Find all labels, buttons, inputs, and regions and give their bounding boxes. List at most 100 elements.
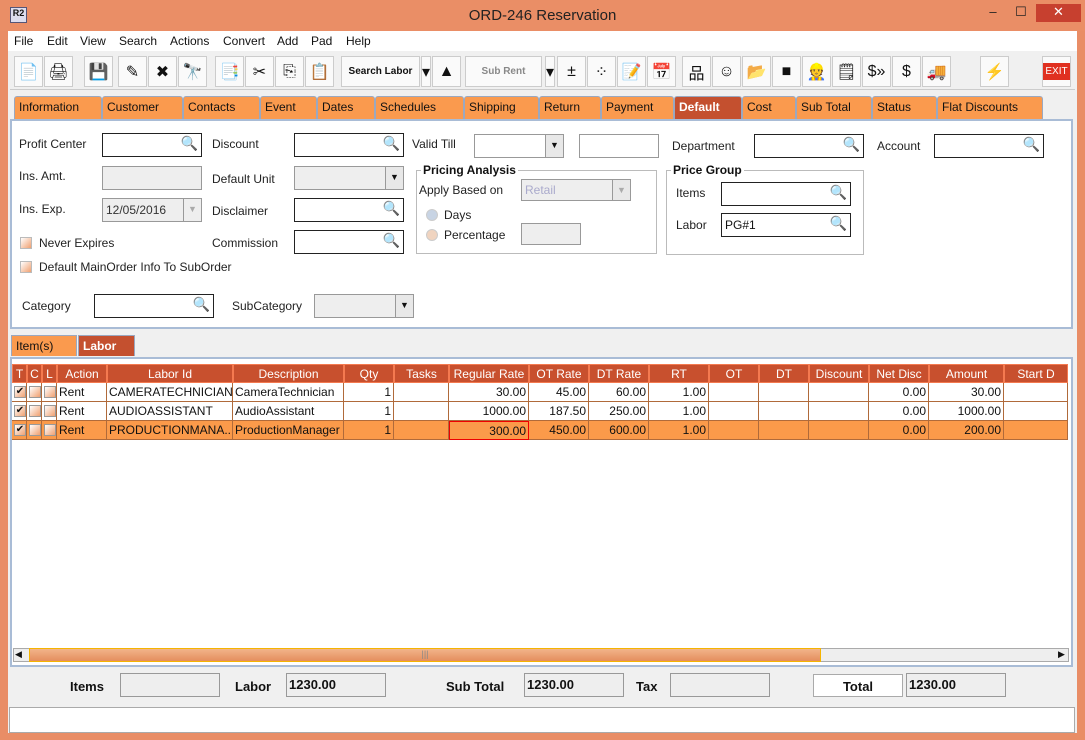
t-checkbox[interactable]: ✔ [14,405,26,417]
toolbar-shapes-button[interactable]: ▲ [432,56,461,87]
search-icon[interactable]: 🔍 [829,215,847,231]
maximize-button[interactable]: ☐ [1015,4,1027,19]
percentage-radio[interactable] [426,229,438,241]
cell-discount[interactable] [809,402,869,421]
t-checkbox[interactable]: ✔ [14,386,26,398]
valid-till-date[interactable]: ▼ [474,134,564,158]
chevron-down-icon[interactable]: ▼ [385,167,403,189]
cell-net-disc[interactable]: 0.00 [869,383,929,402]
t-checkbox-cell[interactable]: ✔ [12,383,27,402]
chevron-down-icon[interactable]: ▼ [183,199,201,221]
ins-exp-date[interactable]: 12/05/2016 ▼ [102,198,202,222]
column-header-discount[interactable]: Discount [809,364,869,383]
c-checkbox-cell[interactable] [27,383,42,402]
cell-dt[interactable] [759,383,809,402]
toolbar-dollar-note-button[interactable]: $ [892,56,921,87]
toolbar-sub-rent-button[interactable]: Sub Rent [465,56,542,87]
toolbar-org-chart-button[interactable]: 品 [682,56,711,87]
tab-schedules[interactable]: Schedules [375,96,464,119]
l-checkbox-cell[interactable] [42,402,57,421]
toolbar-binoculars-find-button[interactable]: 🔭 [178,56,207,87]
column-header-amount[interactable]: Amount [929,364,1004,383]
default-mainorder-checkbox[interactable] [20,261,32,273]
cell-amount[interactable]: 1000.00 [929,402,1004,421]
c-checkbox[interactable] [29,424,41,436]
tab-shipping[interactable]: Shipping [464,96,539,119]
toolbar-calendar-button[interactable]: 📅 [647,56,676,87]
column-header-c[interactable]: C [27,364,42,383]
menu-edit[interactable]: Edit [47,34,68,48]
cell-description[interactable]: AudioAssistant [233,402,344,421]
cell-qty[interactable]: 1 [344,383,394,402]
cell-net-disc[interactable]: 0.00 [869,421,929,440]
toolbar-cut-button[interactable]: ✂ [245,56,274,87]
search-icon[interactable]: 🔍 [180,135,198,151]
cell-ot-rate[interactable]: 45.00 [529,383,589,402]
column-header-ot-rate[interactable]: OT Rate [529,364,589,383]
toolbar-dropdown-button[interactable]: ▾ [421,56,431,87]
cell-regular-rate[interactable]: 300.00 [449,421,529,440]
column-header-t[interactable]: T [12,364,27,383]
column-header-dt[interactable]: DT [759,364,809,383]
cell-regular-rate[interactable]: 30.00 [449,383,529,402]
tab-information[interactable]: Information [14,96,102,119]
ins-amt-input[interactable] [102,166,202,190]
column-header-ot[interactable]: OT [709,364,759,383]
search-icon[interactable]: 🔍 [382,232,400,248]
commission-input[interactable]: 🔍 [294,230,404,254]
toolbar-exit-button[interactable]: EXIT [1042,56,1071,87]
cell-ot-rate[interactable]: 450.00 [529,421,589,440]
toolbar-edit-form-button[interactable]: 🗒 [832,56,861,87]
toolbar-copy-button[interactable]: ⎘ [275,56,304,87]
menu-file[interactable]: File [14,34,34,48]
tab-return[interactable]: Return [539,96,601,119]
subtab-labor[interactable]: Labor [78,335,135,356]
search-icon[interactable]: 🔍 [842,136,860,152]
default-unit-select[interactable]: ▼ [294,166,404,190]
minimize-button[interactable]: – [989,4,997,19]
cell-description[interactable]: ProductionManager [233,421,344,440]
l-checkbox[interactable] [44,424,56,436]
toolbar-gray-block-button[interactable]: ■ [772,56,801,87]
cell-amount[interactable]: 200.00 [929,421,1004,440]
tab-contacts[interactable]: Contacts [183,96,260,119]
close-button[interactable]: ✕ [1036,4,1081,22]
valid-till-time-input[interactable] [579,134,659,158]
cell-labor-id[interactable]: PRODUCTIONMANA... [107,421,233,440]
toolbar-truck-button[interactable]: 🚚 [922,56,951,87]
menu-search[interactable]: Search [119,34,158,48]
cell-start[interactable] [1004,383,1068,402]
price-group-labor-input[interactable]: PG#1 🔍 [721,213,851,237]
menu-actions[interactable]: Actions [170,34,210,48]
cell-dt[interactable] [759,402,809,421]
cell-start[interactable] [1004,421,1068,440]
t-checkbox[interactable]: ✔ [14,424,26,436]
cell-ot[interactable] [709,402,759,421]
menu-convert[interactable]: Convert [223,34,266,48]
subtab-items[interactable]: Item(s) [11,335,77,356]
search-icon[interactable]: 🔍 [1022,136,1040,152]
c-checkbox[interactable] [29,405,41,417]
category-input[interactable]: 🔍 [94,294,214,318]
cell-net-disc[interactable]: 0.00 [869,402,929,421]
l-checkbox[interactable] [44,386,56,398]
menu-pad[interactable]: Pad [311,34,333,48]
toolbar-edit-pencil-button[interactable]: ✎ [118,56,147,87]
toolbar-dropdown-button[interactable]: ▾ [545,56,555,87]
cell-dt[interactable] [759,421,809,440]
days-radio[interactable] [426,209,438,221]
chevron-down-icon[interactable]: ▼ [545,135,563,157]
tab-dates[interactable]: Dates [317,96,375,119]
cell-dt-rate[interactable]: 60.00 [589,383,649,402]
scroll-left-icon[interactable]: ◀ [15,649,22,659]
cell-tasks[interactable] [394,383,449,402]
cell-tasks[interactable] [394,421,449,440]
column-header-qty[interactable]: Qty [344,364,394,383]
toolbar-notepad-edit-button[interactable]: 📝 [617,56,646,87]
cell-action[interactable]: Rent [57,402,107,421]
column-header-l[interactable]: L [42,364,57,383]
l-checkbox-cell[interactable] [42,421,57,440]
menu-view[interactable]: View [80,34,106,48]
tab-payment[interactable]: Payment [601,96,674,119]
toolbar-add-remove-button[interactable]: ± [557,56,586,87]
